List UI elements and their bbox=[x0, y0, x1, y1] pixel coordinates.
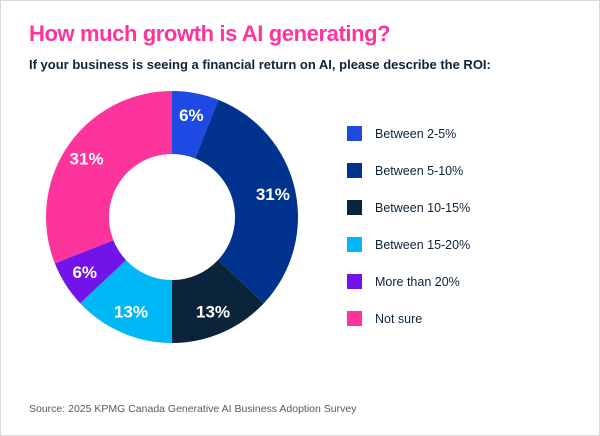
slice-value-label: 31% bbox=[256, 185, 290, 204]
slice-value-label: 13% bbox=[196, 303, 230, 322]
legend-swatch bbox=[347, 274, 362, 290]
slice-value-label: 6% bbox=[179, 106, 204, 125]
donut-slice bbox=[80, 260, 172, 344]
donut-slice bbox=[172, 260, 264, 344]
slice-value-label: 6% bbox=[72, 263, 97, 282]
slice-value-label: 31% bbox=[70, 150, 104, 169]
page-title: How much growth is AI generating? bbox=[29, 21, 391, 46]
legend-item: Not sure bbox=[347, 311, 470, 327]
legend-label: Between 15-20% bbox=[375, 237, 471, 252]
legend-label: Between 10-15% bbox=[375, 200, 471, 215]
chart-area: 6% 31% 13% 13% 6% 31% Between 2-5% Between 5-1… bbox=[29, 78, 571, 348]
legend-swatch bbox=[347, 200, 362, 216]
donut-slice bbox=[46, 91, 172, 264]
donut-chart-wrap: 6% 31% 13% 13% 6% 31% bbox=[41, 86, 303, 348]
legend: Between 2-5% Between 5-10% Between 10-15% B… bbox=[347, 126, 470, 348]
donut-chart: 6% 31% 13% 13% 6% 31% bbox=[46, 91, 298, 344]
legend-label: More than 20% bbox=[375, 274, 460, 289]
legend-item: Between 15-20% bbox=[347, 237, 471, 253]
source-text: Source: 2025 KPMG Canada Generative AI B… bbox=[29, 403, 357, 415]
donut-slice bbox=[54, 240, 127, 304]
legend-item: Between 2-5% bbox=[347, 126, 470, 142]
donut-slice bbox=[172, 91, 219, 159]
legend-label: Between 2-5% bbox=[375, 126, 457, 141]
legend-label: Between 5-10% bbox=[375, 163, 464, 178]
legend-swatch bbox=[347, 163, 362, 179]
legend-swatch bbox=[347, 311, 362, 327]
legend-swatch bbox=[347, 237, 362, 253]
chart-subtitle: If your business is seeing a financial r… bbox=[29, 57, 491, 73]
legend-item: More than 20% bbox=[347, 274, 470, 290]
slice-value-label: 13% bbox=[114, 303, 148, 322]
legend-label: Not sure bbox=[375, 311, 423, 326]
legend-swatch bbox=[347, 126, 362, 142]
donut-slice bbox=[195, 100, 298, 304]
legend-item: Between 5-10% bbox=[347, 163, 470, 179]
legend-item: Between 10-15% bbox=[347, 200, 471, 216]
